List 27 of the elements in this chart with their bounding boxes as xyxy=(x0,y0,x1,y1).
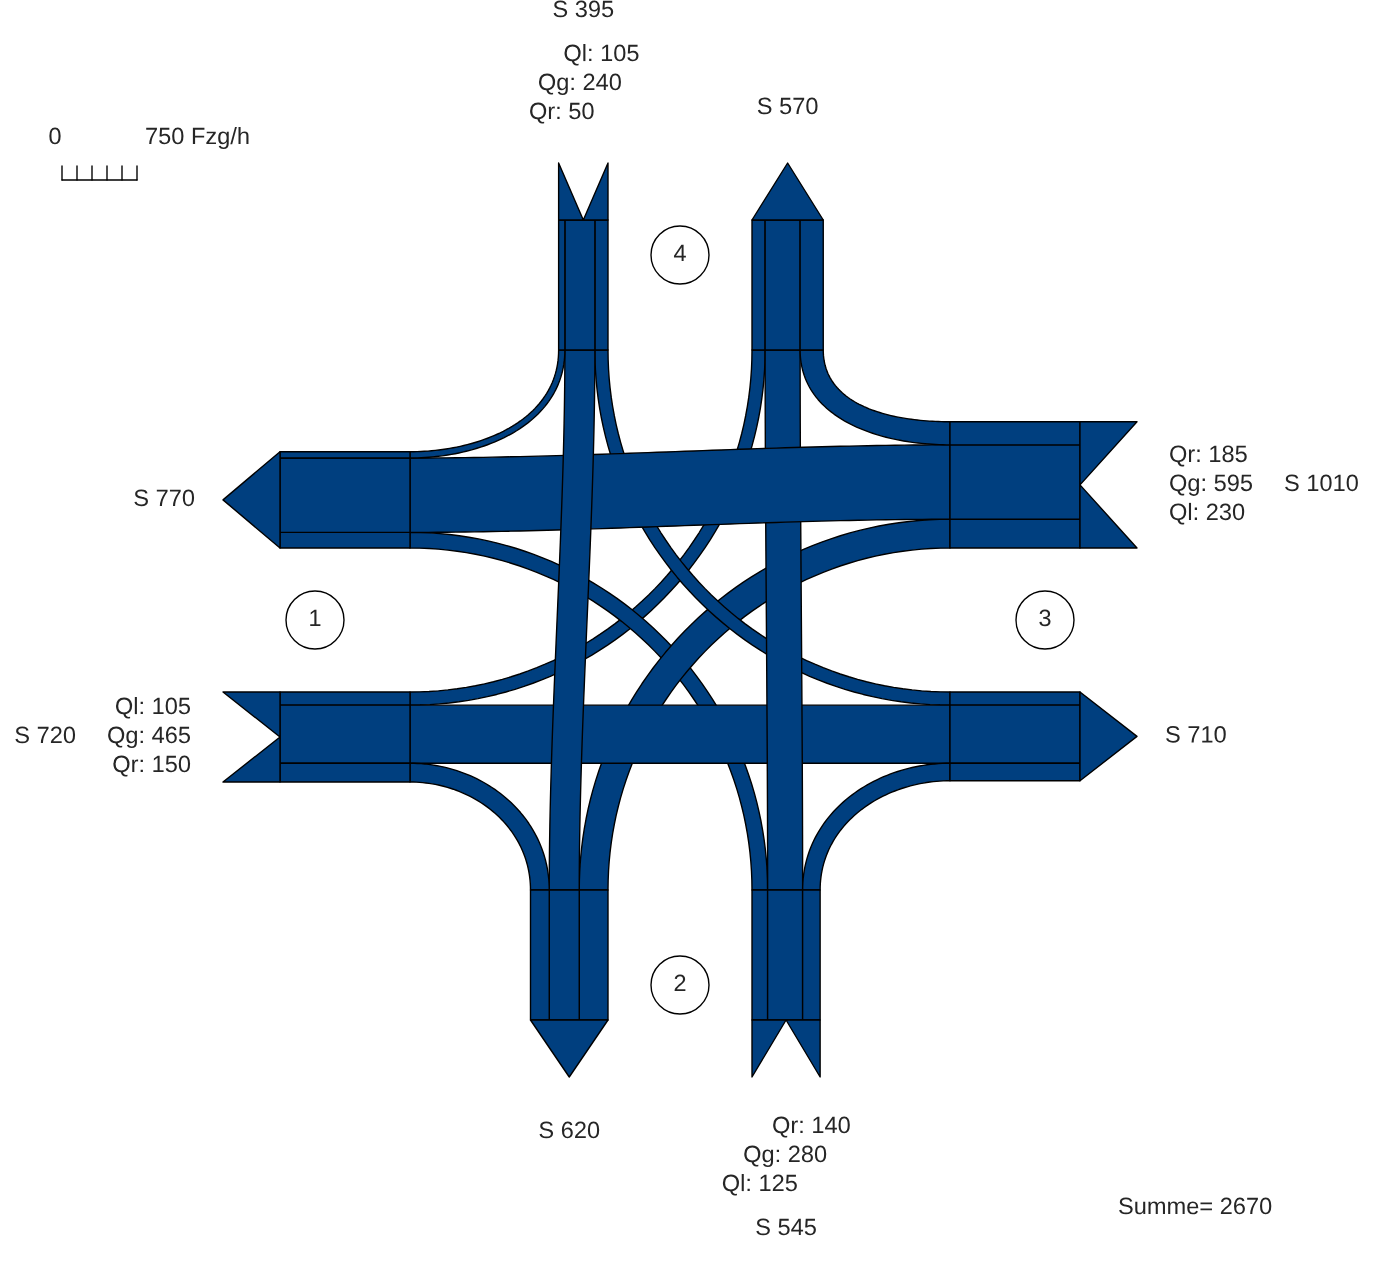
data-label: Qg: 240 xyxy=(538,73,621,95)
data-label: S 720 xyxy=(15,726,76,744)
category-label: 1 xyxy=(310,609,321,627)
data-label: S 545 xyxy=(756,1218,816,1236)
text: 750 Fzg/h xyxy=(146,127,249,150)
data-label: Qr: 185 xyxy=(1170,445,1247,467)
data-label: S 570 xyxy=(757,97,818,115)
text: Summe= 2670 xyxy=(1119,1197,1272,1215)
data-label: Ql: 105 xyxy=(564,44,639,66)
data-label: S 770 xyxy=(134,489,195,507)
data-label: Ql: 230 xyxy=(1170,502,1245,525)
data-label: S 620 xyxy=(539,1121,600,1139)
data-label: S 710 xyxy=(1166,725,1226,743)
data-label: Qr: 150 xyxy=(113,755,191,777)
text: 0 xyxy=(49,127,61,145)
data-label: Qr: 140 xyxy=(773,1116,850,1138)
data-label: Qg: 465 xyxy=(108,726,191,749)
data-label: Qr: 50 xyxy=(530,102,594,124)
data-label: Ql: 125 xyxy=(722,1173,797,1196)
data-label: Qg: 595 xyxy=(1170,474,1253,496)
data-label: S 395 xyxy=(553,0,614,18)
data-label: S 1010 xyxy=(1285,474,1358,492)
category-label: 4 xyxy=(673,244,686,262)
data-label: Qg: 280 xyxy=(744,1145,827,1168)
data-label: Ql: 105 xyxy=(116,696,191,719)
category-label: 2 xyxy=(674,974,686,992)
category-label: 3 xyxy=(1039,609,1051,627)
